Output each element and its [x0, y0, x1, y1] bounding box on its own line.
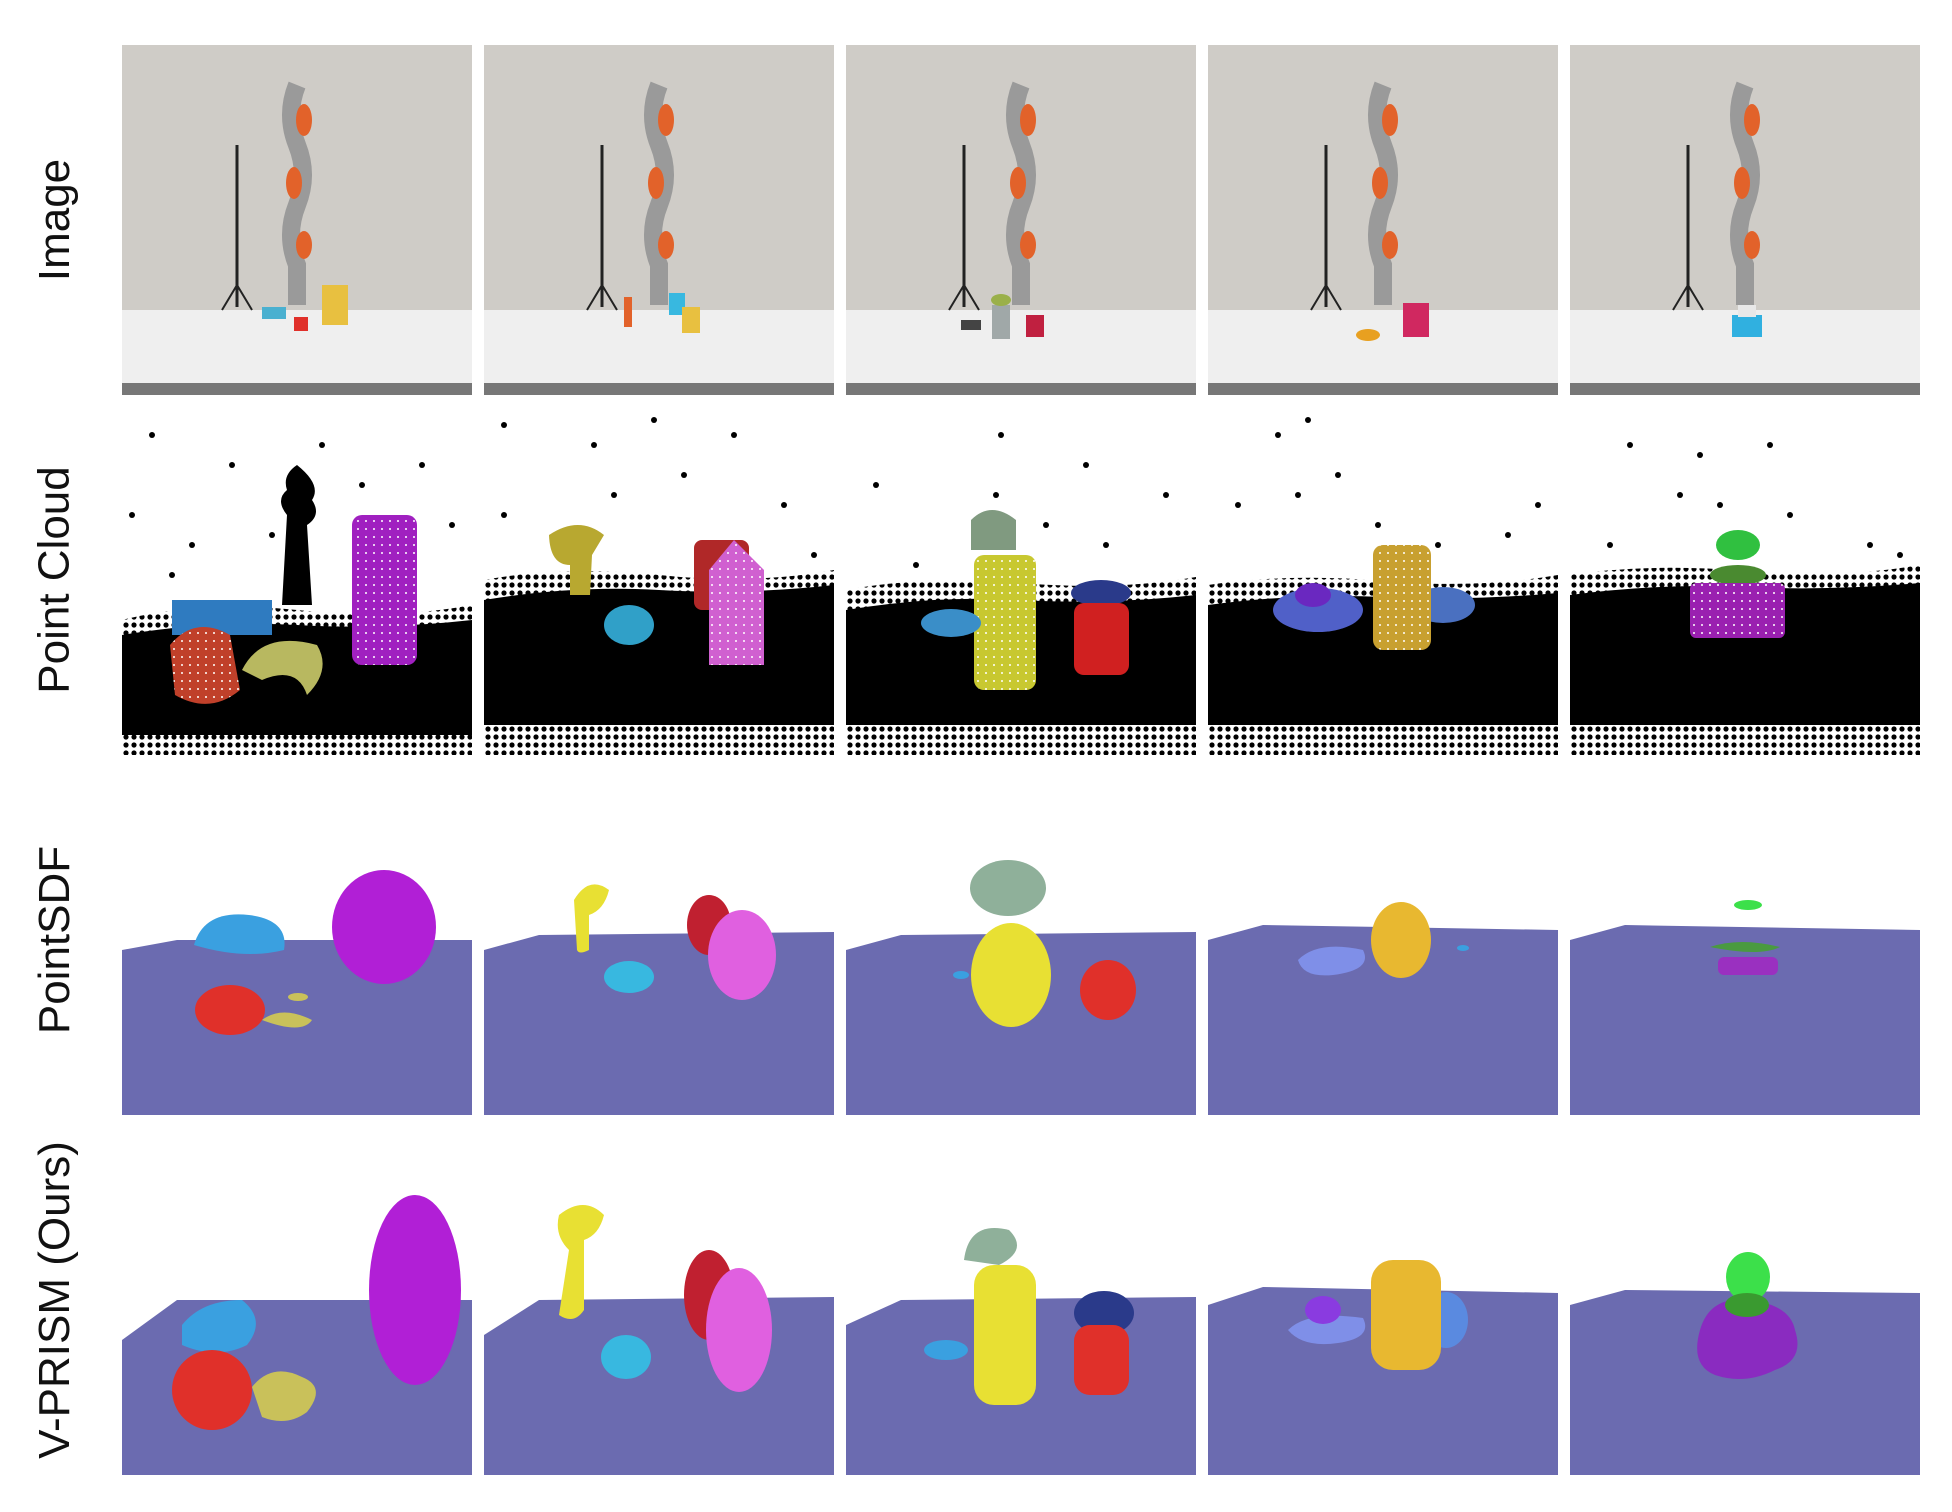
pointsdf-render-3 [846, 765, 1196, 1115]
image-panel-5 [1570, 45, 1920, 395]
pointcloud-panel-3 [846, 405, 1196, 755]
pointcloud-panel-5 [1570, 405, 1920, 755]
pointsdf-render-1 [122, 765, 472, 1115]
pointcloud-render-4 [1208, 405, 1558, 755]
vprism-panel-1 [122, 1125, 472, 1475]
image-panel-2 [484, 45, 834, 395]
pointsdf-render-4 [1208, 765, 1558, 1115]
pointsdf-panel-1 [122, 765, 472, 1115]
vprism-render-3 [846, 1125, 1196, 1475]
scene-photo-3 [846, 45, 1196, 395]
pointsdf-render-2 [484, 765, 834, 1115]
row-label-pointsdf-text: PointSDF [30, 845, 80, 1035]
pointcloud-render-2 [484, 405, 834, 755]
row-label-pointsdf: PointSDF [0, 765, 110, 1115]
vprism-panel-5 [1570, 1125, 1920, 1475]
pointcloud-panel-1 [122, 405, 472, 755]
pointcloud-render-5 [1570, 405, 1920, 755]
vprism-render-4 [1208, 1125, 1558, 1475]
pointsdf-panel-2 [484, 765, 834, 1115]
vprism-render-2 [484, 1125, 834, 1475]
pointsdf-render-5 [1570, 765, 1920, 1115]
image-panel-3 [846, 45, 1196, 395]
pointsdf-panel-4 [1208, 765, 1558, 1115]
row-label-pointcloud: Point Cloud [0, 405, 110, 755]
pointcloud-panel-4 [1208, 405, 1558, 755]
row-label-vprism-text: V-PRISM (Ours) [30, 1141, 80, 1459]
pointsdf-panel-5 [1570, 765, 1920, 1115]
scene-photo-4 [1208, 45, 1558, 395]
scene-photo-1 [122, 45, 472, 395]
row-label-image: Image [0, 45, 110, 395]
pointcloud-render-1 [122, 405, 472, 755]
vprism-panel-3 [846, 1125, 1196, 1475]
vprism-panel-2 [484, 1125, 834, 1475]
vprism-render-1 [122, 1125, 472, 1475]
scene-photo-5 [1570, 45, 1920, 395]
image-panel-1 [122, 45, 472, 395]
vprism-panel-4 [1208, 1125, 1558, 1475]
row-label-pointcloud-text: Point Cloud [30, 466, 80, 694]
vprism-render-5 [1570, 1125, 1920, 1475]
scene-photo-2 [484, 45, 834, 395]
image-panel-4 [1208, 45, 1558, 395]
pointsdf-panel-3 [846, 765, 1196, 1115]
row-label-vprism: V-PRISM (Ours) [0, 1125, 110, 1475]
row-label-image-text: Image [30, 158, 80, 282]
pointcloud-panel-2 [484, 405, 834, 755]
pointcloud-render-3 [846, 405, 1196, 755]
